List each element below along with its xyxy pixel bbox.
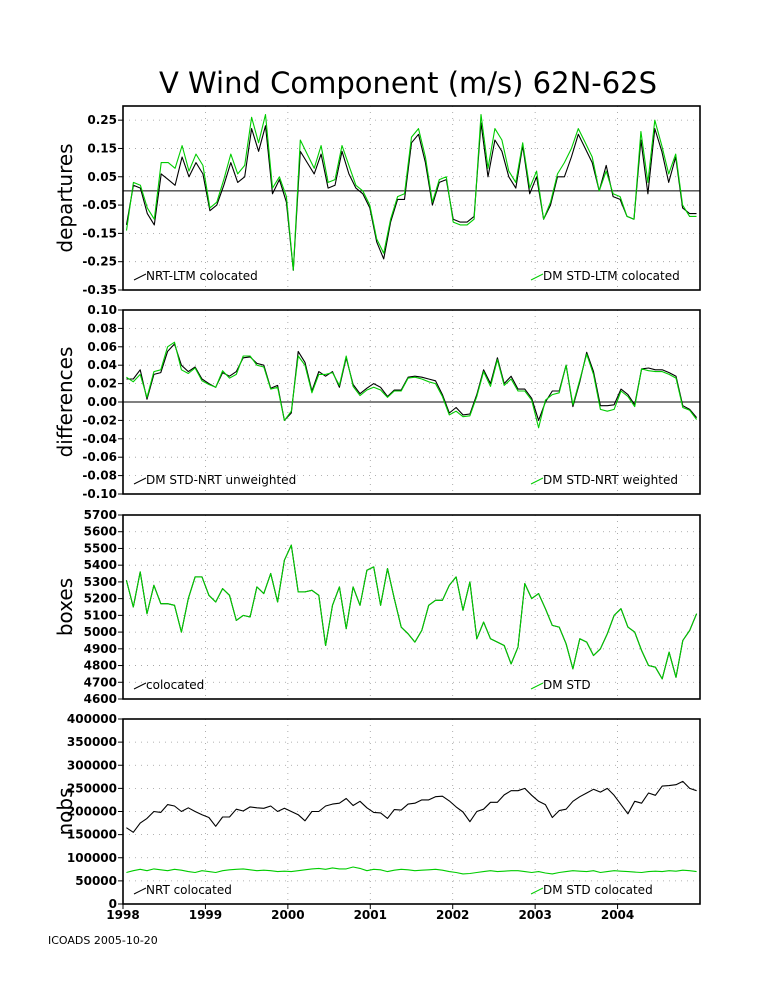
nobs-ytick-label: 200000 (67, 805, 117, 819)
nobs-plot-frame (122, 718, 701, 905)
footer-credit: ICOADS 2005-10-20 (48, 934, 158, 947)
boxes-ytick-label: 4600 (84, 692, 117, 706)
x-tick-label: 1998 (106, 908, 139, 922)
boxes-ytick-label: 4700 (84, 675, 117, 689)
differences-legend-right-swatch (530, 477, 544, 485)
differences-plot-frame (122, 309, 701, 495)
boxes-legend-left-swatch (133, 682, 147, 690)
x-tick-label: 2002 (436, 908, 469, 922)
differences-ytick-label: 0.04 (87, 358, 117, 372)
differences-ytick-label: 0.08 (87, 321, 117, 335)
boxes-ytick-label: 5700 (84, 508, 117, 522)
nobs-ytick-label: 50000 (75, 874, 117, 888)
differences-ytick-label: -0.04 (82, 432, 117, 446)
differences-series-a-line (126, 343, 698, 421)
chart-title: V Wind Component (m/s) 62N-62S (159, 66, 657, 100)
boxes-ytick-label: 5300 (84, 575, 117, 589)
nobs-ytick-label: 350000 (67, 735, 117, 749)
departures-ytick-label: 0.15 (87, 141, 117, 155)
differences-axis-label: differences (53, 347, 77, 458)
departures-ytick-label: -0.35 (82, 283, 117, 297)
boxes-panel: 4600 4700 4800 4900 5000 5100 5200 5300 5400 5500… (53, 508, 701, 706)
differences-ytick-label: -0.06 (82, 450, 117, 464)
departures-legend-left-label: NRT-LTM colocated (146, 269, 258, 283)
boxes-plot-frame (122, 514, 701, 700)
departures-ytick-label: 0.25 (87, 113, 117, 127)
x-tick-label: 2004 (601, 908, 634, 922)
boxes-ytick-label: 5400 (84, 558, 117, 572)
nobs-panel: 0 50000 100000 150000 200000 250000 300000 3500… (53, 712, 701, 922)
nobs-ytick-label: 100000 (67, 851, 117, 865)
differences-panel: -0.10 -0.08 -0.06 -0.04 -0.02 0.00 0.02 0.04 0.0… (53, 303, 701, 501)
boxes-ytick-label: 5500 (84, 541, 117, 555)
departures-legend-right-label: DM STD-LTM colocated (543, 269, 680, 283)
differences-ytick-label: 0.00 (87, 395, 117, 409)
nobs-legend-left-label: NRT colocated (146, 883, 232, 897)
departures-series-b-line (125, 113, 697, 271)
boxes-axis-label: boxes (53, 578, 77, 636)
x-tick-label: 2001 (354, 908, 387, 922)
boxes-ytick-label: 5600 (84, 525, 117, 539)
nobs-series-a-line (126, 780, 697, 833)
departures-legend-right-swatch (530, 273, 544, 281)
boxes-legend-left-label: colocated (146, 678, 204, 692)
nobs-ytick-label: 250000 (67, 781, 117, 795)
departures-ytick-label: -0.15 (82, 226, 117, 240)
boxes-ytick-label: 5100 (84, 608, 117, 622)
differences-ytick-label: 0.10 (87, 303, 117, 317)
departures-axis-label: departures (53, 143, 77, 252)
nobs-legend-right-swatch (530, 887, 544, 895)
nobs-ytick-label: 400000 (67, 712, 117, 726)
differences-ytick-label: 0.06 (87, 340, 117, 354)
differences-legend-right-label: DM STD-NRT weighted (543, 473, 678, 487)
nobs-axis-label: nobs (53, 787, 77, 835)
differences-ytick-label: 0.02 (87, 377, 117, 391)
departures-ytick-label: 0.05 (87, 170, 117, 184)
departures-ytick-label: -0.05 (82, 198, 117, 212)
differences-ytick-label: -0.08 (82, 469, 117, 483)
boxes-legend-right-swatch (530, 682, 544, 690)
departures-series-a-line (125, 122, 697, 271)
differences-legend-left-swatch (133, 477, 147, 485)
boxes-ytick-label: 4900 (84, 642, 117, 656)
nobs-ytick-label: 150000 (67, 828, 117, 842)
differences-ytick-label: -0.10 (82, 487, 117, 501)
boxes-series-b-line (125, 544, 698, 680)
departures-ytick-label: -0.25 (82, 255, 117, 269)
differences-legend-left-label: DM STD-NRT unweighted (146, 473, 296, 487)
boxes-ytick-label: 4800 (84, 659, 117, 673)
boxes-legend-right-label: DM STD (543, 678, 591, 692)
nobs-legend-left-swatch (133, 887, 147, 895)
departures-legend-left-swatch (133, 273, 147, 281)
x-tick-label: 2000 (271, 908, 304, 922)
x-tick-label: 2003 (518, 908, 551, 922)
boxes-ytick-label: 5200 (84, 592, 117, 606)
chart-panels: -0.35 -0.25 -0.15 -0.05 0.05 0.15 0.25 departur… (53, 105, 701, 922)
nobs-legend-right-label: DM STD colocated (543, 883, 653, 897)
x-tick-label: 1999 (189, 908, 222, 922)
departures-plot-frame (122, 105, 701, 291)
differences-ytick-label: -0.02 (82, 413, 117, 427)
differences-series-b-line (126, 341, 698, 429)
nobs-series-b-line (126, 866, 697, 875)
departures-panel: -0.35 -0.25 -0.15 -0.05 0.05 0.15 0.25 departur… (53, 105, 701, 297)
nobs-ytick-label: 0 (109, 897, 117, 911)
boxes-ytick-label: 5000 (84, 625, 117, 639)
nobs-ytick-label: 300000 (67, 758, 117, 772)
